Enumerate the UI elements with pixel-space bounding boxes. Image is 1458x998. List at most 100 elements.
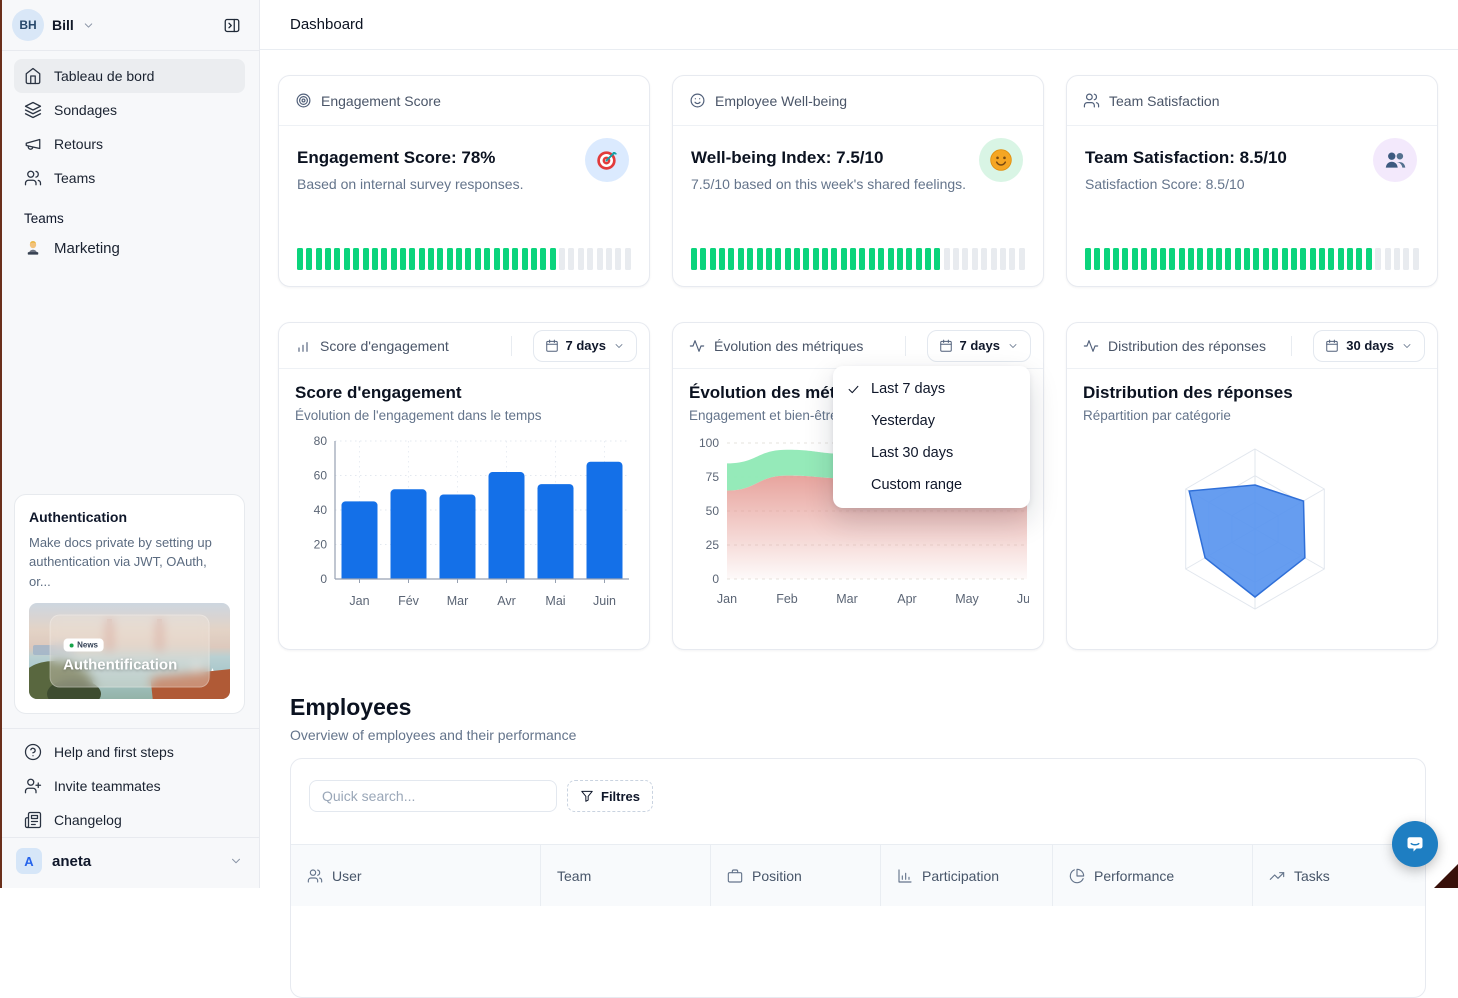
sidebar-spacer xyxy=(0,266,259,494)
divider xyxy=(904,335,906,356)
sidebar-item-retours[interactable]: Retours xyxy=(14,127,245,161)
news-badge: News xyxy=(63,638,105,652)
divider xyxy=(0,728,259,729)
column-header-tasks[interactable]: Tasks xyxy=(1253,845,1425,906)
svg-text:100: 100 xyxy=(699,436,719,450)
card-header-title: Distribution des réponses xyxy=(1108,337,1266,354)
engagement-score-card: Engagement Score Engagement Score: 78% B… xyxy=(278,75,650,287)
sidebar-item-tableau-de-bord[interactable]: Tableau de bord xyxy=(14,59,245,93)
sidebar-item-marketing[interactable]: Marketing xyxy=(14,230,245,266)
date-range-button[interactable]: 30 days xyxy=(1313,329,1425,362)
sidebar-footer-nav: Help and first steps Invite teammates Ch… xyxy=(0,729,259,837)
sidebar-item-changelog[interactable]: Changelog xyxy=(14,803,245,837)
svg-text:Avr: Avr xyxy=(497,594,516,608)
metric-title: Well-being Index: 7.5/10 xyxy=(691,148,884,167)
workspace-avatar: BH xyxy=(12,9,44,41)
sidebar-item-sondages[interactable]: Sondages xyxy=(14,93,245,127)
teams-section-label: Teams xyxy=(24,211,64,226)
svg-text:60: 60 xyxy=(314,469,328,483)
engagement-chart-card: Score d'engagement 7 days Score d'engage… xyxy=(278,322,650,650)
svg-text:Juin: Juin xyxy=(593,594,616,608)
table-header-row: User Team Position Participation Perform… xyxy=(291,844,1425,906)
column-header-team[interactable]: Team xyxy=(541,845,711,906)
panel-collapse-icon xyxy=(224,18,240,32)
users-icon xyxy=(307,868,323,883)
menu-item-custom-range[interactable]: Custom range xyxy=(871,477,963,493)
briefcase-icon xyxy=(727,868,743,883)
search-input[interactable] xyxy=(309,780,557,812)
account-name: aneta xyxy=(52,852,92,870)
date-range-button[interactable]: 7 days xyxy=(926,329,1031,362)
sidebar-item-invite[interactable]: Invite teammates xyxy=(14,769,245,803)
card-header: Score d'engagement 7 days xyxy=(279,323,649,369)
divider xyxy=(1291,335,1293,356)
card-header-title: Employee Well-being xyxy=(715,92,848,109)
users-icon xyxy=(24,170,42,186)
date-range-button[interactable]: 7 days xyxy=(532,329,637,362)
divider xyxy=(0,837,259,838)
promo-overlay: News Authentification xyxy=(49,614,210,688)
home-icon xyxy=(25,67,41,85)
users-icon xyxy=(1083,93,1100,108)
chevron-down-icon xyxy=(232,858,240,864)
collapse-sidebar-button[interactable] xyxy=(217,10,247,40)
chevron-down-icon xyxy=(1009,343,1017,348)
promo-title: Authentication xyxy=(29,508,127,525)
progress-bar xyxy=(691,248,1025,270)
calendar-icon xyxy=(545,339,558,352)
card-header: Engagement Score xyxy=(279,76,649,126)
menu-item-yesterday[interactable]: Yesterday xyxy=(871,413,935,429)
metric-subtitle: Based on internal survey responses. xyxy=(297,176,524,192)
chevron-down-icon xyxy=(1403,343,1411,348)
chart-column-icon xyxy=(898,868,912,883)
calendar-icon xyxy=(939,339,952,352)
chart-subtitle: Évolution de l'engagement dans le temps xyxy=(295,408,542,423)
metric-subtitle: Satisfaction Score: 8.5/10 xyxy=(1085,176,1245,192)
column-header-position[interactable]: Position xyxy=(711,845,881,906)
sidebar-item-label: Teams xyxy=(54,170,96,186)
top-bar: Dashboard xyxy=(260,0,1458,50)
svg-text:Apr: Apr xyxy=(897,592,916,606)
column-header-participation[interactable]: Participation xyxy=(881,845,1053,906)
column-header-user[interactable]: User xyxy=(291,845,541,906)
metric-subtitle: 7.5/10 based on this week's shared feeli… xyxy=(691,176,967,192)
smile-icon xyxy=(690,93,705,108)
promo-image[interactable]: News Authentification xyxy=(29,603,230,699)
svg-text:80: 80 xyxy=(314,434,328,448)
svg-text:0: 0 xyxy=(320,572,327,586)
page-title: Dashboard xyxy=(290,16,364,33)
employees-title: Employees xyxy=(290,694,412,720)
column-header-performance[interactable]: Performance xyxy=(1053,845,1253,906)
chart-subtitle: Engagement et bien-être xyxy=(689,408,838,423)
pie-chart-icon xyxy=(1069,868,1085,883)
sidebar-header: BH Bill xyxy=(0,0,259,50)
sidebar-item-label: Invite teammates xyxy=(54,778,161,794)
sidebar-item-teams[interactable]: Teams xyxy=(14,161,245,195)
card-body: Engagement Score: 78% Based on internal … xyxy=(279,126,649,192)
dart-target-emoji xyxy=(585,138,629,182)
menu-item-last-30-days[interactable]: Last 30 days xyxy=(871,445,954,461)
bar-chart-icon xyxy=(298,341,308,352)
account-switcher[interactable]: A aneta xyxy=(0,838,259,888)
megaphone-icon xyxy=(25,138,41,150)
filters-button[interactable]: Filtres xyxy=(567,780,654,812)
sidebar-item-label: Retours xyxy=(54,136,104,152)
svg-text:20: 20 xyxy=(314,538,328,552)
team-satisfaction-card: Team Satisfaction Team Satisfaction: 8.5… xyxy=(1066,75,1438,287)
newspaper-icon xyxy=(24,811,42,829)
card-body: Well-being Index: 7.5/10 7.5/10 based on… xyxy=(673,126,1043,192)
card-header-title: Score d'engagement xyxy=(320,337,449,354)
menu-item-last-7-days[interactable]: Last 7 days xyxy=(833,373,1030,405)
workspace-switcher[interactable]: BH Bill xyxy=(12,9,95,41)
sidebar: BH Bill Tableau de bord Sondages Retours… xyxy=(0,0,260,888)
svg-text:40: 40 xyxy=(314,503,328,517)
authentication-promo-card[interactable]: Authentication Make docs private by sett… xyxy=(14,493,245,714)
metric-cards-row: Engagement Score Engagement Score: 78% B… xyxy=(278,75,1438,287)
chat-launcher-button[interactable] xyxy=(1392,821,1438,867)
svg-text:25: 25 xyxy=(706,538,720,552)
smiling-face-emoji xyxy=(979,138,1023,182)
sidebar-item-help[interactable]: Help and first steps xyxy=(14,735,245,769)
svg-text:Jan: Jan xyxy=(349,594,369,608)
card-body: Score d'engagement Évolution de l'engage… xyxy=(279,369,649,613)
divider xyxy=(0,50,259,51)
